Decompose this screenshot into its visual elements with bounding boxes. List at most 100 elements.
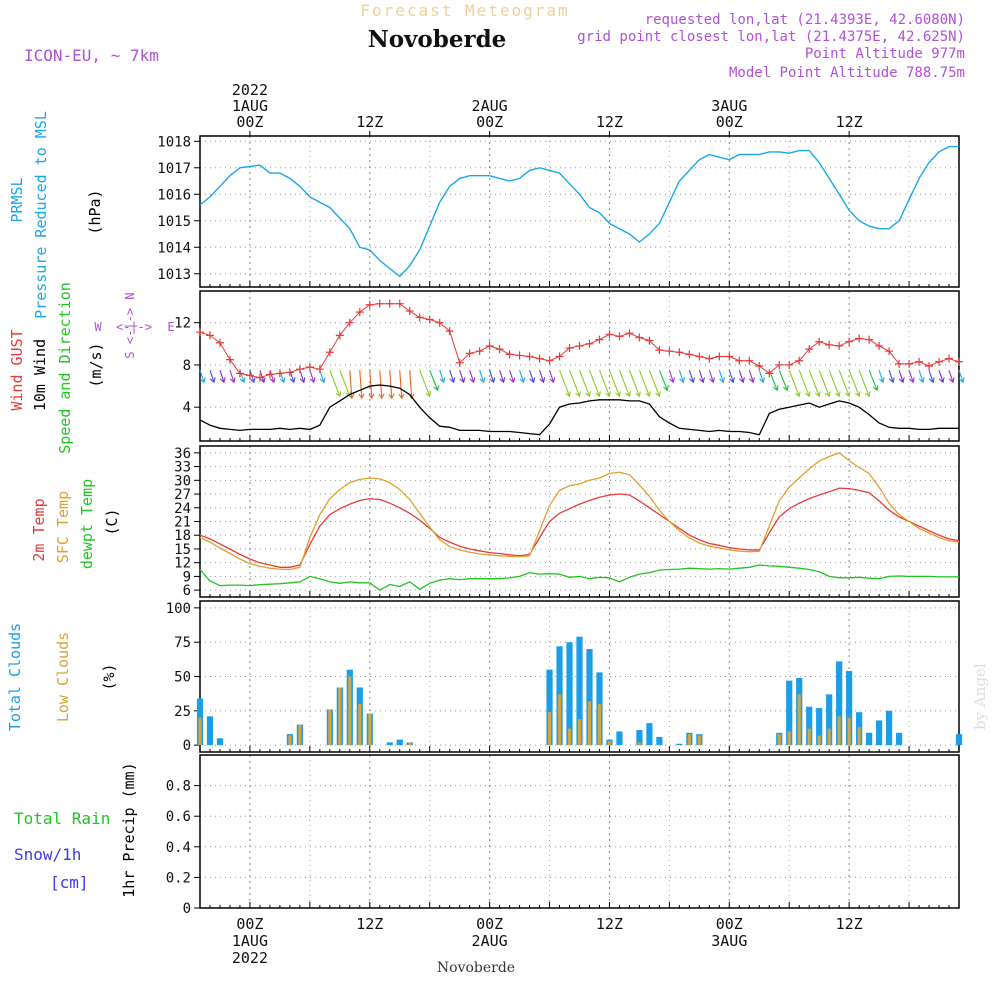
low-cloud-bar — [567, 728, 572, 746]
y-tick-label: 0.8 — [166, 779, 191, 795]
wind-arrow-head — [864, 391, 871, 398]
wind-arrow — [219, 370, 225, 383]
wind-arrow-head — [469, 377, 476, 384]
wind-arrow-head — [479, 377, 486, 384]
gust-marker — [465, 349, 474, 358]
wind-arrow-head — [595, 391, 601, 398]
low-cloud-bar — [358, 703, 362, 746]
gust-marker — [685, 350, 694, 359]
label-snow: Snow/1h — [14, 845, 81, 864]
wind-arrow-head — [772, 385, 779, 392]
y-tick-label: 30 — [174, 473, 191, 489]
gust-marker — [915, 357, 924, 366]
wind-arrow — [439, 370, 445, 383]
wind-arrow-head — [854, 391, 861, 398]
axis-label-prmsl: PRMSL — [8, 177, 26, 222]
wind-arrow — [429, 370, 439, 391]
wind-arrow — [539, 370, 545, 383]
wind-arrow — [399, 370, 403, 399]
low-cloud-bar — [807, 728, 811, 746]
y-tick-label: 1015 — [157, 214, 191, 230]
low-cloud-bar — [368, 713, 372, 746]
panel-frame — [199, 600, 960, 753]
y-tick-label: 1016 — [157, 187, 191, 203]
wind-arrow-head — [519, 377, 526, 384]
total-cloud-bar — [546, 669, 553, 746]
axis-label-unit: (C) — [103, 508, 121, 535]
wind-arrow — [628, 370, 640, 397]
gust-marker — [755, 362, 764, 370]
time-label-top: 12Z — [836, 113, 863, 131]
gust-marker — [795, 356, 804, 365]
label-total-rain: Total Rain — [14, 809, 110, 828]
time-label-top: 12Z — [596, 113, 623, 131]
low-cloud-bar — [288, 735, 292, 746]
wind-arrow — [479, 370, 485, 383]
wind-arrow — [199, 370, 205, 383]
low-cloud-bar — [328, 709, 332, 746]
wind-arrow — [908, 370, 914, 383]
axis-label-2m-temp: 2m Temp — [30, 498, 48, 561]
wind-arrow — [638, 370, 650, 397]
wind-arrow-head — [575, 391, 581, 398]
dewpoint-line — [199, 564, 959, 591]
gust-marker — [285, 368, 294, 377]
gust-marker — [295, 365, 304, 374]
wind-arrow — [459, 370, 465, 383]
y-tick-label: 6 — [183, 583, 191, 599]
gust-marker — [665, 347, 674, 356]
gust-marker — [315, 365, 324, 374]
point-altitude: Point Altitude 977m — [805, 46, 965, 62]
low-cloud-bar — [687, 734, 691, 746]
wind-arrow-head — [699, 377, 705, 384]
wind-arrow — [559, 370, 571, 397]
y-tick-label: 25 — [174, 704, 191, 720]
axis-label-total-clouds: Total Clouds — [6, 623, 24, 731]
gust-marker — [955, 357, 963, 366]
gust-marker — [505, 350, 514, 359]
axis-label-low-clouds: Low Clouds — [54, 632, 72, 722]
y-tick-label: 50 — [174, 670, 191, 686]
wind-arrow-head — [549, 377, 556, 384]
gust-marker — [905, 359, 914, 368]
wind-arrow-head — [259, 377, 266, 384]
wind-arrow — [239, 370, 245, 383]
time-label-top: 00Z — [236, 113, 263, 131]
total-cloud-bar — [816, 708, 823, 746]
wind-arrow — [758, 370, 764, 383]
wind-arrow-head — [585, 391, 591, 398]
low-cloud-bar — [607, 741, 612, 746]
gust-marker — [455, 358, 464, 367]
wind-arrow — [229, 370, 235, 383]
axis-label-unit: (hPa) — [86, 189, 104, 234]
wind-arrow — [928, 370, 934, 383]
time-label-bottom: 00Z — [716, 915, 743, 933]
low-cloud-bar — [777, 734, 781, 746]
total-cloud-bar — [786, 680, 793, 746]
wind-arrow-head — [388, 393, 395, 400]
time-label-top: 1AUG — [232, 97, 268, 115]
wind-arrow-head — [398, 393, 405, 400]
y-tick-label: 9 — [183, 569, 191, 585]
wind-arrow — [728, 370, 734, 383]
wind-arrow-head — [309, 377, 316, 384]
gust-marker — [625, 329, 634, 338]
gust-marker — [645, 336, 654, 345]
wind-arrow — [608, 370, 620, 397]
wind-arrow — [778, 370, 788, 391]
time-label-top: 00Z — [476, 113, 503, 131]
gust-marker — [655, 346, 664, 355]
wind-arrow — [209, 370, 215, 383]
wind-speed-line — [199, 384, 959, 436]
gust-marker — [385, 299, 394, 308]
time-label-bottom: 00Z — [476, 915, 503, 933]
gust-marker — [675, 348, 684, 357]
watermark: by Angel — [971, 663, 989, 730]
wind-arrow — [938, 370, 944, 383]
wind-arrow-head — [663, 385, 669, 392]
gust-marker — [415, 313, 424, 322]
axis-label-pressure: Pressure Reduced to MSL — [32, 111, 50, 319]
y-tick-label: 8 — [183, 358, 191, 374]
wind-arrow — [509, 370, 515, 383]
wind-arrow-head — [645, 391, 651, 398]
